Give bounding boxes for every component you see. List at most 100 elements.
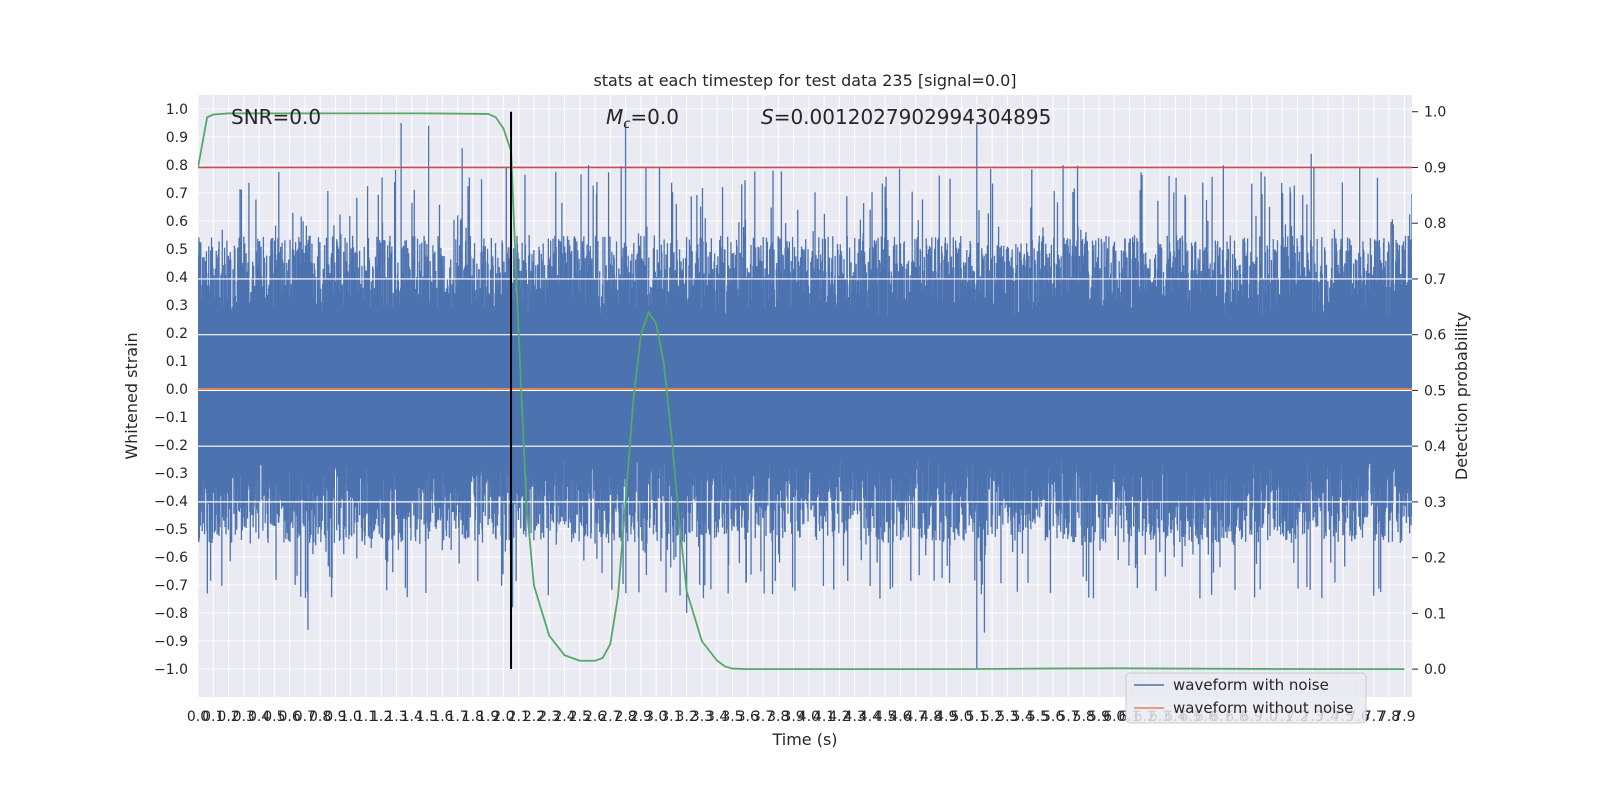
y2-tick-label: 0.5 bbox=[1424, 383, 1446, 399]
x-tick-label: 4.8 bbox=[920, 709, 942, 725]
x-tick-label: 3.5 bbox=[721, 709, 743, 725]
x-tick-label: 1.5 bbox=[416, 709, 438, 725]
chart-title: stats at each timestep for test data 235… bbox=[593, 71, 1016, 90]
x-tick-label: 2.8 bbox=[614, 709, 636, 725]
y2-tick-labels: 0.0 0.1 0.2 0.3 0.4 0.5 0.6 0.7 0.8 0.9 1.0 bbox=[1412, 105, 1446, 678]
x-tick-label: 0.2 bbox=[217, 709, 239, 725]
y-tick-label: 0.1 bbox=[166, 354, 188, 370]
chirp-mass-annotation: Mc=0.0 bbox=[606, 105, 679, 132]
y2-tick-label: 0.8 bbox=[1424, 216, 1446, 232]
s-symbol: S bbox=[761, 105, 774, 129]
y-tick-label: −0.4 bbox=[154, 494, 188, 510]
x-tick-label: 3.2 bbox=[676, 709, 698, 725]
legend-box bbox=[1125, 672, 1367, 724]
x-tick-label: 5.7 bbox=[1057, 709, 1079, 725]
detection-probability-line bbox=[198, 112, 1405, 671]
x-tick-label: 1.7 bbox=[446, 709, 468, 725]
y2-tick-label: 0.7 bbox=[1424, 272, 1446, 288]
x-tick-label: 0.0 bbox=[187, 709, 209, 725]
legend-label-clean: waveform without noise bbox=[1173, 699, 1353, 717]
x-tick-label: 4.7 bbox=[905, 709, 927, 725]
x-tick-label: 3.1 bbox=[660, 709, 682, 725]
y-tick-label: −0.9 bbox=[154, 634, 188, 650]
x-tick-label: 6.0 bbox=[1103, 709, 1125, 725]
y-tick-label: −0.8 bbox=[154, 606, 188, 622]
y2-tick-label: 0.9 bbox=[1424, 160, 1446, 176]
y-tick-label: 1.0 bbox=[166, 102, 188, 118]
y-tick-labels: −1.0 −0.9 −0.8 −0.7 −0.6 −0.5 −0.4 −0.3 −0.2 −0.1… bbox=[154, 102, 188, 678]
x-tick-label: 2.3 bbox=[538, 709, 560, 725]
chirp-mass-symbol: M bbox=[606, 105, 623, 129]
x-tick-label: 2.1 bbox=[508, 709, 530, 725]
x-tick-label: 1.2 bbox=[370, 709, 392, 725]
y-tick-label: 0.2 bbox=[166, 326, 188, 342]
legend: waveform with noise waveform without noi… bbox=[1125, 672, 1367, 724]
y2-tick-label: 0.4 bbox=[1424, 439, 1446, 455]
x-tick-label: 2.4 bbox=[553, 709, 575, 725]
x-axis-label: Time (s) bbox=[771, 730, 837, 749]
x-tick-label: 5.8 bbox=[1073, 709, 1095, 725]
x-tick-label: 5.9 bbox=[1088, 709, 1110, 725]
x-tick-label: 0.3 bbox=[233, 709, 255, 725]
x-tick-label: 5.1 bbox=[966, 709, 988, 725]
x-tick-label: 4.0 bbox=[798, 709, 820, 725]
x-tick-label: 4.5 bbox=[874, 709, 896, 725]
x-tick-label: 7.8 bbox=[1378, 709, 1400, 725]
x-tick-label: 2.9 bbox=[630, 709, 652, 725]
chirp-mass-value: =0.0 bbox=[630, 105, 679, 129]
x-tick-label: 4.4 bbox=[859, 709, 881, 725]
x-tick-label: 1.3 bbox=[385, 709, 407, 725]
x-tick-label: 0.4 bbox=[248, 709, 270, 725]
x-tick-label: 2.6 bbox=[584, 709, 606, 725]
y2-tick-label: 0.1 bbox=[1424, 606, 1446, 622]
y-tick-label: 0.0 bbox=[166, 382, 188, 398]
y-tick-label: −0.6 bbox=[154, 550, 188, 566]
x-tick-label: 4.3 bbox=[843, 709, 865, 725]
right-axis-gridlines bbox=[198, 278, 1412, 503]
x-tick-label: 4.2 bbox=[828, 709, 850, 725]
x-tick-label: 3.6 bbox=[737, 709, 759, 725]
y2-tick-label: 0.6 bbox=[1424, 328, 1446, 344]
y-axis-label: Whitened strain bbox=[122, 332, 141, 459]
x-tick-label: 5.0 bbox=[950, 709, 972, 725]
x-tick-label: 3.7 bbox=[752, 709, 774, 725]
x-tick-label: 2.2 bbox=[523, 709, 545, 725]
x-tick-label: 1.9 bbox=[477, 709, 499, 725]
legend-label-noise: waveform with noise bbox=[1173, 676, 1329, 694]
x-tick-label: 0.7 bbox=[294, 709, 316, 725]
y-tick-label: 0.4 bbox=[166, 270, 188, 286]
x-tick-label: 3.0 bbox=[645, 709, 667, 725]
waveform-dense-core bbox=[198, 341, 1412, 448]
s-value: =0.0012027902994304895 bbox=[774, 105, 1052, 129]
x-tick-label: 0.5 bbox=[263, 709, 285, 725]
x-tick-label: 3.8 bbox=[767, 709, 789, 725]
waveform-with-noise-series bbox=[198, 123, 1412, 669]
x-tick-label: 4.1 bbox=[813, 709, 835, 725]
x-tick-label: 2.5 bbox=[569, 709, 591, 725]
y-tick-label: −0.3 bbox=[154, 466, 188, 482]
x-tick-label: 7.9 bbox=[1393, 709, 1415, 725]
y-tick-label: 0.9 bbox=[166, 130, 188, 146]
x-tick-label: 7.7 bbox=[1363, 709, 1385, 725]
x-tick-label: 2.0 bbox=[492, 709, 514, 725]
y-tick-label: 0.5 bbox=[166, 242, 188, 258]
s-annotation: S=0.0012027902994304895 bbox=[761, 105, 1051, 129]
y2-tick-label: 0.3 bbox=[1424, 495, 1446, 511]
chirp-mass-subscript: c bbox=[623, 117, 630, 132]
y-tick-label: 0.3 bbox=[166, 298, 188, 314]
y2-axis-label: Detection probability bbox=[1452, 312, 1471, 480]
x-tick-label: 1.6 bbox=[431, 709, 453, 725]
y-tick-label: −0.7 bbox=[154, 578, 188, 594]
y-tick-label: 0.6 bbox=[166, 214, 188, 230]
x-tick-label: 5.3 bbox=[996, 709, 1018, 725]
y-tick-label: −0.5 bbox=[154, 522, 188, 538]
x-tick-label: 4.9 bbox=[935, 709, 957, 725]
y-tick-label: −0.1 bbox=[154, 410, 188, 426]
y2-tick-label: 0.2 bbox=[1424, 551, 1446, 567]
x-tick-label: 3.4 bbox=[706, 709, 728, 725]
y-tick-label: −1.0 bbox=[154, 662, 188, 678]
x-tick-label: 2.7 bbox=[599, 709, 621, 725]
x-tick-label: 0.6 bbox=[278, 709, 300, 725]
y2-tick-label: 0.0 bbox=[1424, 662, 1446, 678]
